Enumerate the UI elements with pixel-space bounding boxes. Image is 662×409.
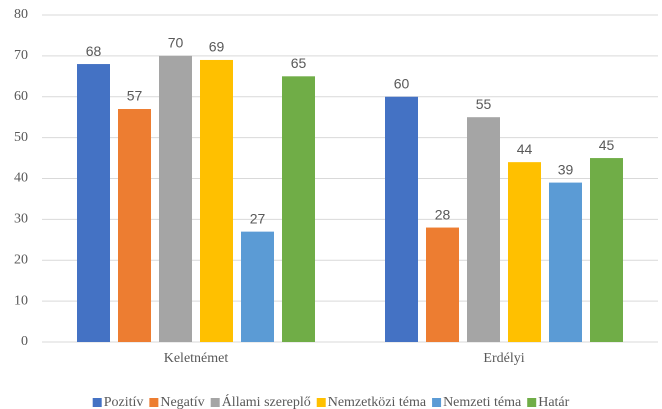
bar: [385, 96, 418, 342]
data-label: 69: [209, 39, 225, 55]
legend-label: Nemzetközi téma: [328, 395, 427, 409]
data-label: 45: [599, 137, 615, 153]
legend-swatch: [92, 398, 102, 407]
y-tick-label: 70: [14, 48, 28, 63]
legend-label: Nemzeti téma: [443, 395, 522, 409]
y-tick-label: 0: [21, 334, 28, 349]
legend-swatch: [316, 398, 326, 407]
data-label: 28: [435, 206, 451, 222]
data-label: 68: [86, 43, 102, 59]
legend-swatch: [149, 398, 159, 407]
data-label: 60: [394, 75, 410, 91]
data-label: 65: [291, 55, 307, 71]
x-tick-label: Keletnémet: [164, 351, 229, 366]
data-label: 44: [517, 141, 533, 157]
data-label: 27: [250, 210, 266, 226]
legend-label: Állami szereplő: [222, 393, 311, 409]
bar: [200, 59, 233, 343]
data-label: 70: [168, 35, 184, 51]
data-label: 39: [558, 161, 574, 177]
y-tick-label: 40: [14, 171, 28, 186]
bar: [467, 117, 500, 342]
y-tick-label: 50: [14, 130, 28, 145]
legend-label: Negatív: [160, 395, 204, 409]
bar: [241, 231, 274, 342]
bar: [118, 109, 151, 342]
legend-swatch: [210, 398, 220, 407]
y-tick-label: 20: [14, 252, 28, 267]
bar: [590, 158, 623, 342]
legend-label: Határ: [538, 395, 569, 409]
x-tick-label: Erdélyi: [483, 351, 524, 366]
y-tick-label: 10: [14, 293, 28, 308]
data-label: 57: [127, 88, 143, 104]
bar: [508, 162, 541, 342]
y-tick-label: 80: [14, 7, 28, 22]
legend-swatch: [432, 398, 442, 407]
legend-swatch: [527, 398, 537, 407]
bar: [77, 64, 110, 343]
bar: [426, 227, 459, 342]
bar: [159, 55, 192, 342]
y-tick-label: 60: [14, 89, 28, 104]
legend-label: Pozitív: [104, 395, 144, 409]
bar: [549, 182, 582, 342]
y-tick-label: 30: [14, 212, 28, 227]
data-label: 55: [476, 96, 492, 112]
bar: [282, 76, 315, 342]
